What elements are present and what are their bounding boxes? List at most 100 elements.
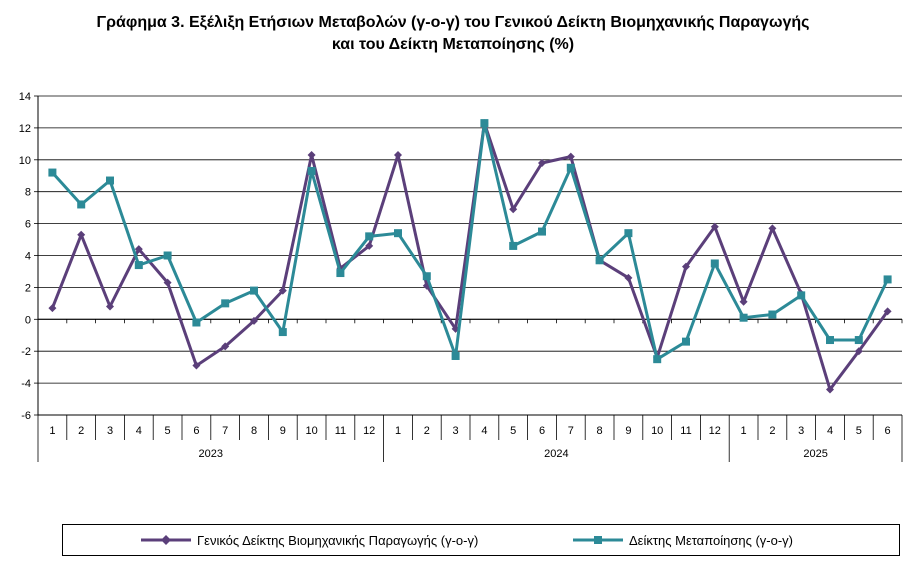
data-point [250,286,258,295]
month-tick-label: 11 [335,425,346,437]
data-point [883,307,892,316]
data-point [826,385,834,394]
y-tick-label: 0 [25,314,31,326]
data-point [307,151,316,160]
data-point [106,302,114,311]
data-point [192,361,201,370]
month-tick-label: 1 [395,425,401,437]
data-point [710,222,719,231]
data-point [163,278,172,287]
data-point [854,336,863,345]
data-point [566,152,575,161]
month-tick-label: 3 [453,425,459,437]
month-tick-label: 3 [798,425,804,437]
legend-swatch-general-index [141,535,191,545]
axes [34,95,903,462]
chart-title-line-2: και του Δείκτη Μεταποίησης (%) [331,36,575,53]
month-tick-label: 8 [251,425,257,437]
data-point [883,275,892,284]
data-point [106,176,114,185]
data-point [336,269,345,278]
month-tick-label: 7 [568,425,574,437]
legend-label-manufacturing-index: Δείκτης Μεταποίησης (γ-ο-γ) [629,532,794,548]
y-tick-label: 4 [25,251,31,263]
data-point [653,355,662,364]
data-point [451,351,460,360]
data-point [278,328,287,337]
data-point [77,200,86,209]
data-point [365,241,374,250]
month-tick-label: 9 [625,425,631,437]
data-point [278,286,287,295]
month-tick-label: 6 [193,425,199,437]
month-tick-label: 2 [78,425,84,437]
data-point [480,119,489,128]
month-tick-label: 4 [481,425,487,437]
y-tick-label: 14 [19,91,31,103]
data-point [365,232,374,241]
data-point [134,245,143,254]
data-point [221,299,230,308]
chart-title: Γράφημα 3. Εξέλιξη Ετήσιων Μεταβολών (γ-… [0,12,906,56]
month-tick-label: 4 [827,425,833,437]
data-point [624,229,633,238]
data-point [221,342,230,351]
month-tick-label: 1 [741,425,747,437]
month-tick-label: 12 [363,425,375,437]
month-tick-label: 3 [107,425,113,437]
data-point [394,151,402,160]
month-tick-label: 5 [165,425,171,437]
series-line [51,121,889,361]
data-point [797,291,806,300]
data-point [509,241,518,250]
month-tick-label: 6 [885,425,891,437]
data-point [768,224,777,233]
data-point [682,262,690,271]
data-point [48,304,57,313]
month-tick-label: 1 [49,425,55,437]
data-point [854,347,863,356]
month-tick-label: 12 [709,425,721,437]
month-tick-label: 5 [856,425,862,437]
month-tick-label: 5 [510,425,516,437]
month-tick-label: 10 [651,425,663,437]
y-tick-label: 10 [19,155,31,167]
data-point [826,336,834,345]
month-tick-label: 9 [280,425,286,437]
data-point [48,168,57,177]
series [48,119,892,394]
month-tick-label: 2 [769,425,775,437]
data-point [77,230,86,239]
month-tick-label: 6 [539,425,545,437]
data-point [509,205,518,214]
legend: Γενικός Δείκτης Βιομηχανικής Παραγωγής (… [62,524,900,556]
y-tick-label: 8 [25,187,31,199]
legend-swatch-manufacturing-index [573,536,623,544]
data-point [192,318,201,327]
y-tick-label: 6 [25,219,31,231]
year-tick-label: 2024 [544,448,568,460]
data-point [538,227,546,236]
data-point [538,158,546,167]
month-tick-label: 8 [597,425,603,437]
legend-item-manufacturing-index: Δείκτης Μεταποίησης (γ-ο-γ) [573,525,793,555]
year-tick-label: 2023 [199,448,223,460]
legend-item-general-index: Γενικός Δείκτης Βιομηχανικής Παραγωγής (… [141,525,478,555]
data-point [163,251,172,260]
data-point [422,272,431,281]
chart-title-line-1: Γράφημα 3. Εξέλιξη Ετήσιων Μεταβολών (γ-… [96,14,810,31]
data-point [566,163,575,172]
y-tick-label: 2 [25,282,31,294]
y-tick-label: -2 [21,346,31,358]
y-axis-tick-labels: 14 12 10 8 6 4 2 0 -2 -4 -6 [19,91,31,422]
data-point [394,229,402,238]
data-point [624,273,633,282]
month-tick-label: 7 [222,425,228,437]
data-point [739,313,748,322]
month-tick-label: 2 [424,425,430,437]
month-tick-label: 11 [680,425,691,437]
y-tick-label: -6 [21,410,31,422]
y-tick-label: 12 [19,123,31,135]
data-point [768,310,777,319]
